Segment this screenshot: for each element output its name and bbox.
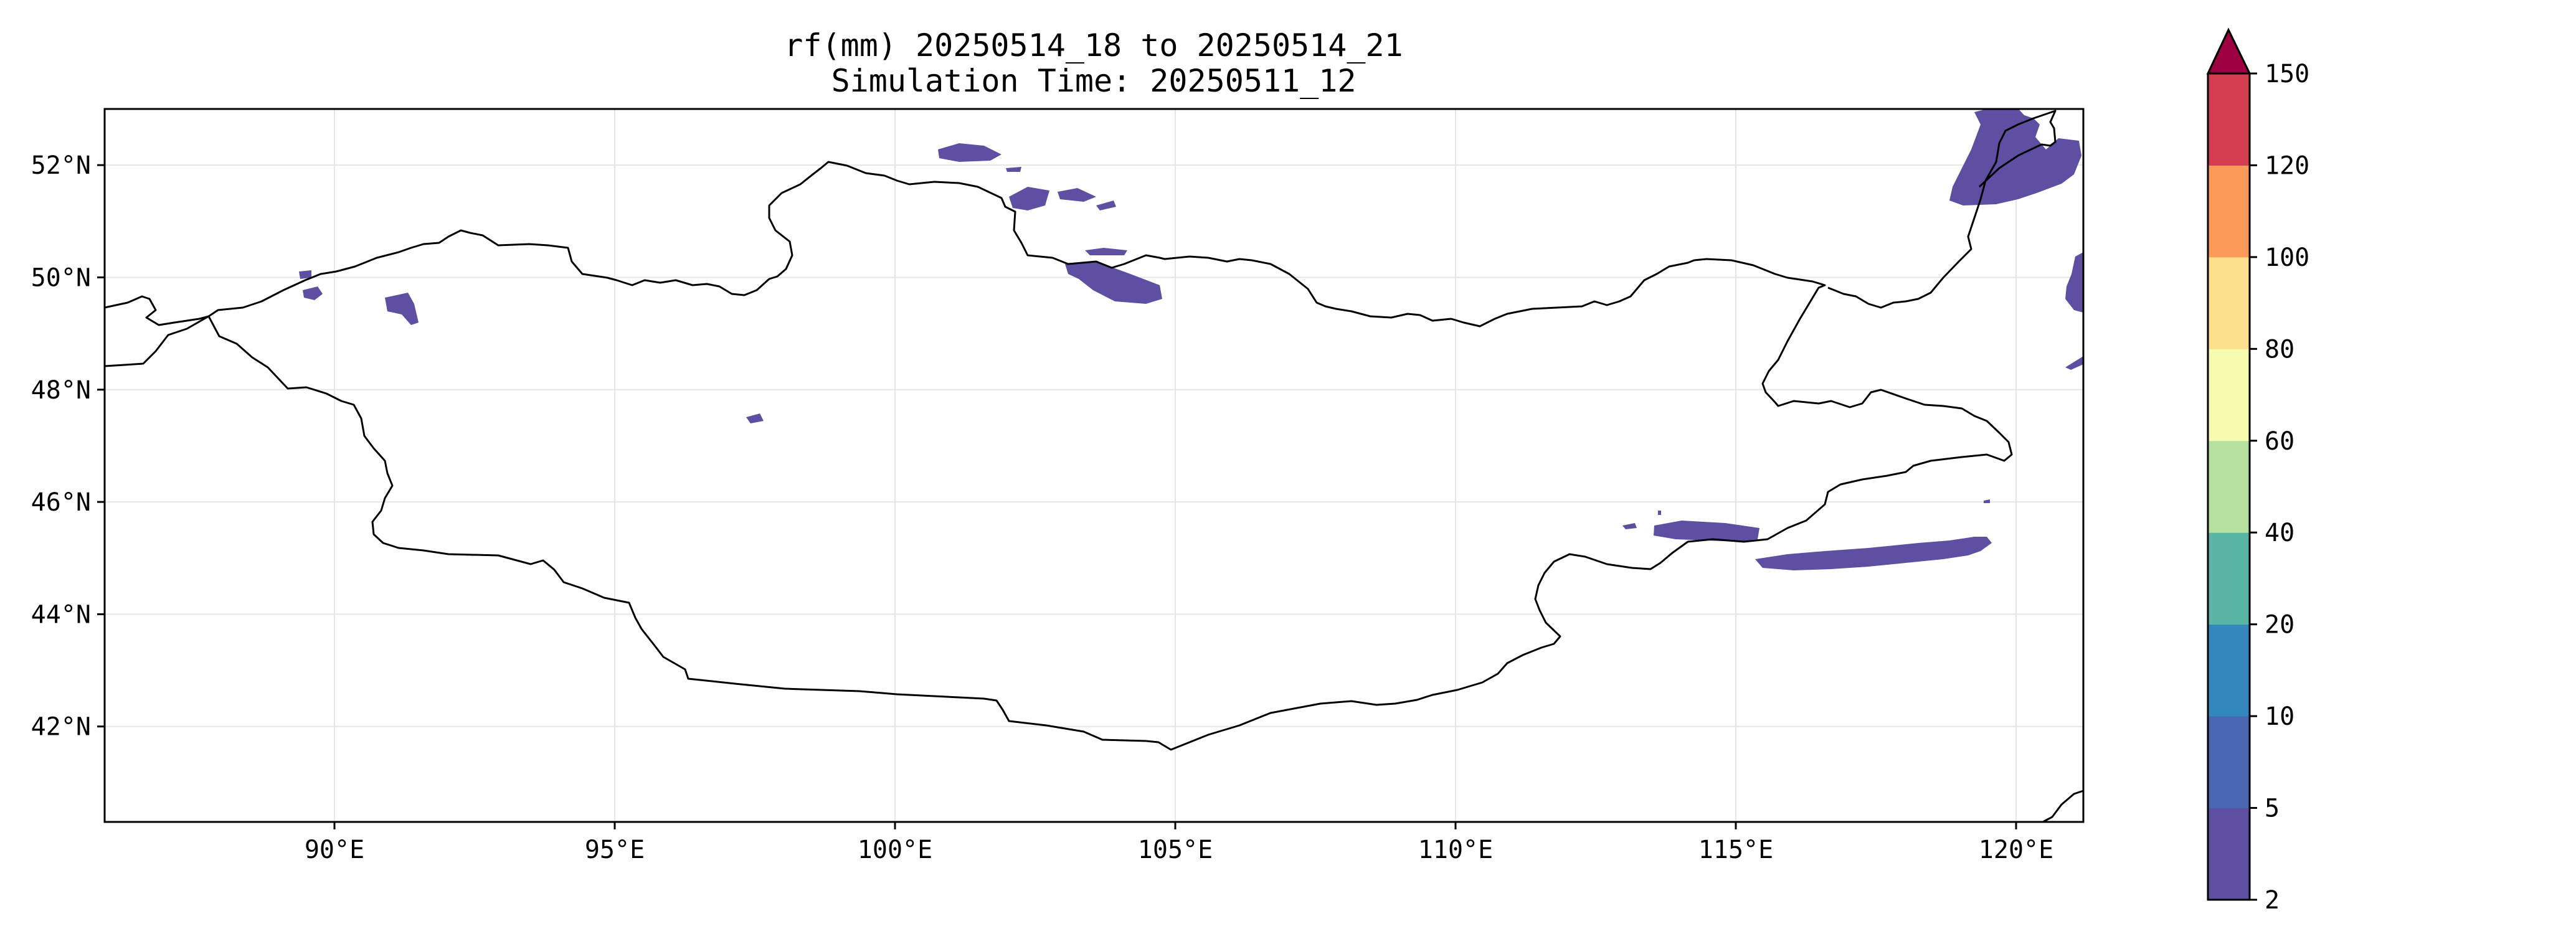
borders <box>104 110 2084 823</box>
rain-patch-north-1 <box>938 143 1002 162</box>
rain-patch-southeast-2 <box>1654 521 1759 542</box>
lon-tick-label: 120°E <box>1979 836 2053 864</box>
lon-tick-label: 100°E <box>858 836 932 864</box>
colorbar-segment <box>2208 440 2250 533</box>
colorbar-segment <box>2208 349 2250 441</box>
colorbar-outline <box>2207 27 2251 901</box>
map-panel: 90°E 95°E 100°E 105°E 110°E 115°E 120°E 42°N 44… <box>31 108 2085 864</box>
china-russia-northeast-border <box>1827 110 2057 309</box>
title-line-2: Simulation Time: 20250511_12 <box>831 63 1357 99</box>
colorbar-segment <box>2208 257 2250 349</box>
mongolia-border <box>207 161 2013 751</box>
rain-patch-west-small <box>746 413 764 423</box>
latitude-ticks: 42°N 44°N 46°N 48°N 50°N 52°N <box>31 151 105 742</box>
colorbar-tick-label: 100 <box>2265 243 2309 272</box>
rain-patch-southeast-4 <box>1984 499 1990 503</box>
lat-tick-label: 52°N <box>31 151 91 180</box>
colorbar-segment <box>2208 716 2250 809</box>
colorbar-tick-label: 150 <box>2265 60 2309 88</box>
colorbar-tick-label: 40 <box>2265 519 2294 547</box>
colorbar: 2 5 10 20 40 60 80 100 120 150 <box>2206 27 2309 915</box>
colorbar-segment <box>2208 808 2250 900</box>
colorbar-tick-label: 80 <box>2265 335 2294 364</box>
rain-patch-northwest-2 <box>303 286 323 300</box>
rain-patch-north-5 <box>1096 200 1116 210</box>
lat-tick-label: 44°N <box>31 600 91 629</box>
china-russia-se-corner <box>2042 790 2084 823</box>
lat-tick-label: 42°N <box>31 713 91 742</box>
rain-patch-northwest-1 <box>299 270 311 279</box>
rain-patch-east-sliver <box>2065 356 2083 370</box>
colorbar-tick-label: 2 <box>2265 886 2280 915</box>
colorbar-ticks: 2 5 10 20 40 60 80 100 120 150 <box>2250 60 2309 915</box>
colorbar-segments <box>2208 73 2250 900</box>
longitude-ticks: 90°E 95°E 100°E 105°E 110°E 115°E 120°E <box>305 822 2053 864</box>
rain-patch-southeast-3 <box>1755 537 1992 570</box>
rain-patch-east-edge <box>2065 252 2083 313</box>
colorbar-tick-label: 10 <box>2265 702 2294 731</box>
lon-tick-label: 95°E <box>585 836 645 864</box>
colorbar-segment <box>2208 532 2250 625</box>
rain-areas <box>299 108 2083 570</box>
colorbar-tick-label: 120 <box>2265 151 2309 180</box>
rain-patch-north-border <box>1065 262 1162 304</box>
lon-tick-label: 110°E <box>1418 836 1493 864</box>
map-frame <box>103 108 2085 823</box>
colorbar-tick-label: 20 <box>2265 611 2294 639</box>
rain-patch-northwest-3 <box>385 293 419 325</box>
colorbar-segment <box>2208 73 2250 166</box>
china-kazakh-border <box>104 315 209 367</box>
lon-tick-label: 90°E <box>305 836 364 864</box>
lon-tick-label: 105°E <box>1138 836 1213 864</box>
lon-tick-label: 115°E <box>1698 836 1773 864</box>
gridlines <box>105 109 2083 822</box>
rain-patch-north-6 <box>1085 248 1127 255</box>
title-line-1: rf(mm) 20250514_18 to 20250514_21 <box>784 27 1403 64</box>
colorbar-extend-triangle <box>2206 27 2252 75</box>
rain-patch-north-2 <box>1006 167 1021 172</box>
rain-patch-southeast-1 <box>1622 523 1637 529</box>
colorbar-segment <box>2208 624 2250 717</box>
lat-tick-label: 46°N <box>31 488 91 517</box>
rain-patch-north-4 <box>1058 188 1096 202</box>
colorbar-tick-label: 5 <box>2265 795 2280 823</box>
lat-tick-label: 50°N <box>31 263 91 292</box>
rain-patch-southeast-5 <box>1658 511 1661 515</box>
colorbar-segment <box>2208 165 2250 258</box>
lat-tick-label: 48°N <box>31 376 91 405</box>
russia-kazakh-border <box>104 295 209 326</box>
rain-patch-north-3 <box>1009 187 1049 210</box>
colorbar-tick-label: 60 <box>2265 427 2294 456</box>
